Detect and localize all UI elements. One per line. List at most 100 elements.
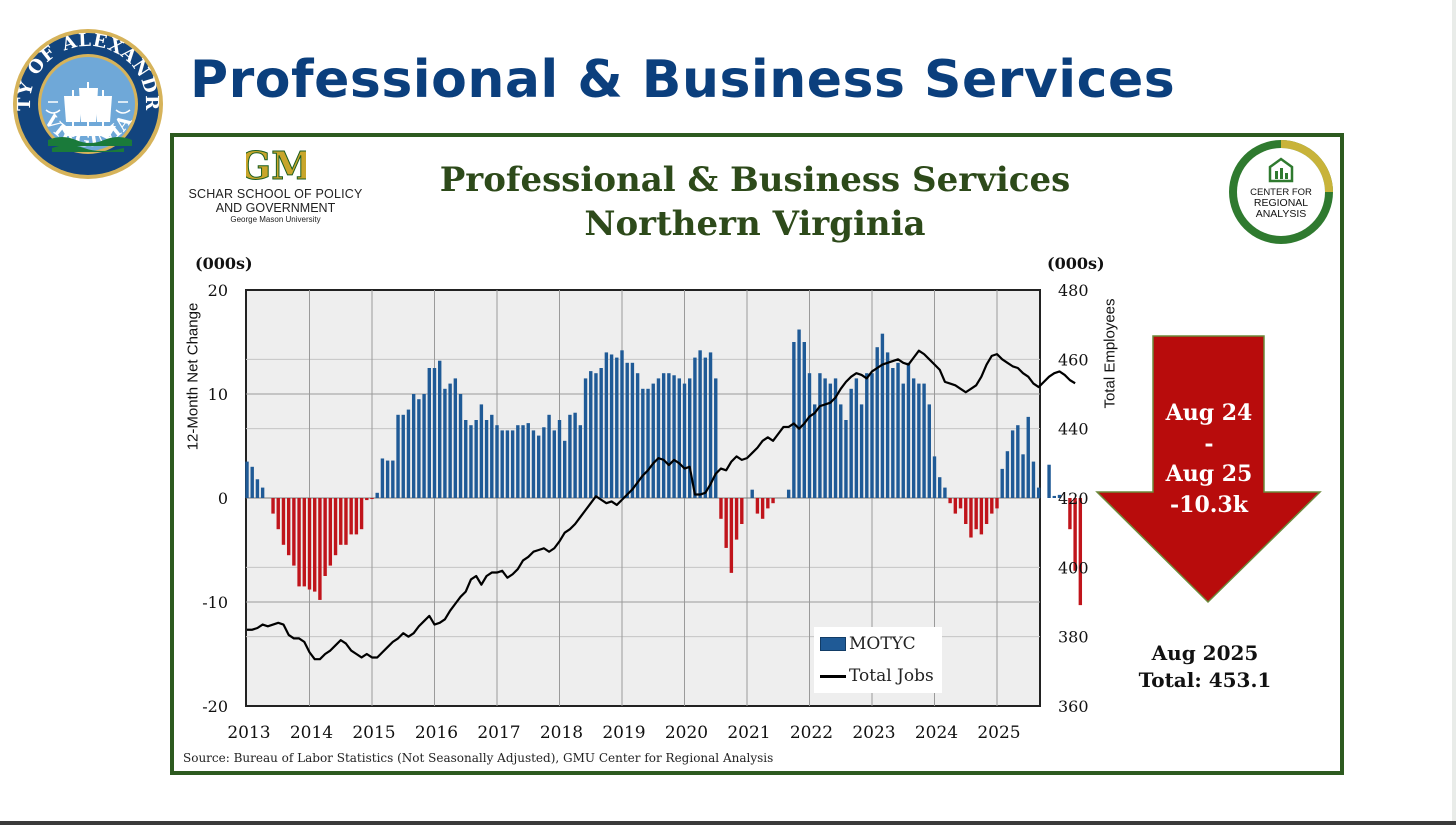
chart-legend: MOTYC Total Jobs xyxy=(814,627,942,693)
motyc-bar xyxy=(557,420,562,498)
motyc-bar xyxy=(292,498,296,566)
legend-label-motyc: MOTYC xyxy=(849,634,916,654)
motyc-bar xyxy=(354,498,359,535)
motyc-bar xyxy=(854,378,859,498)
motyc-bar xyxy=(724,498,728,548)
source-note: Source: Bureau of Labor Statistics (Not … xyxy=(183,751,774,765)
motyc-bar xyxy=(464,420,468,498)
left-tick-label: 20 xyxy=(208,281,228,300)
legend-item-total-jobs: Total Jobs xyxy=(820,664,934,688)
motyc-bar xyxy=(677,378,681,498)
motyc-bar xyxy=(281,498,286,545)
motyc-bar xyxy=(516,425,520,498)
motyc-bar xyxy=(755,498,760,514)
motyc-bar xyxy=(927,404,931,498)
chart-subtitle: Northern Virginia xyxy=(584,204,926,244)
motyc-bar xyxy=(901,383,905,498)
motyc-bar xyxy=(953,498,958,514)
motyc-bar xyxy=(458,394,463,498)
motyc-bar xyxy=(594,373,598,498)
motyc-bar xyxy=(891,368,895,498)
motyc-bar xyxy=(786,489,791,498)
motyc-bar xyxy=(984,498,989,524)
motyc-bar xyxy=(969,498,973,538)
motyc-bar xyxy=(682,383,687,498)
motyc-bar xyxy=(302,498,306,587)
summary-date: Aug 2025 xyxy=(1151,641,1259,665)
legend-item-motyc: MOTYC xyxy=(820,632,916,656)
motyc-bar xyxy=(802,342,806,498)
motyc-bar xyxy=(250,466,254,498)
motyc-bar xyxy=(813,404,817,498)
motyc-bar xyxy=(844,420,848,498)
total-jobs-line xyxy=(247,349,1076,661)
motyc-bar xyxy=(979,498,984,535)
motyc-bar xyxy=(448,383,452,498)
left-tick-label: -20 xyxy=(202,697,228,716)
motyc-bar xyxy=(271,498,275,514)
motyc-bar xyxy=(995,498,999,509)
motyc-bar xyxy=(536,435,541,498)
motyc-bar xyxy=(1057,494,1062,498)
motyc-bar xyxy=(818,373,822,498)
motyc-bar xyxy=(938,477,942,498)
motyc-bar xyxy=(885,352,890,498)
motyc-bar xyxy=(964,498,968,524)
motyc-bar xyxy=(688,378,692,498)
motyc-bar xyxy=(552,430,556,498)
motyc-bar xyxy=(729,498,734,573)
motyc-bar xyxy=(1031,461,1036,498)
motyc-bar xyxy=(547,414,551,498)
motyc-bar xyxy=(807,373,812,498)
legend-line-swatch xyxy=(820,674,846,678)
motyc-bar xyxy=(958,498,963,509)
schar-line1: SCHAR SCHOOL OF POLICY xyxy=(188,187,363,201)
motyc-bar xyxy=(943,487,947,498)
motyc-bar xyxy=(505,430,510,498)
motyc-bar xyxy=(703,357,708,498)
motyc-bar xyxy=(396,414,400,498)
motyc-bar xyxy=(1026,416,1030,498)
motyc-bar xyxy=(875,347,879,498)
x-tick-label: 2022 xyxy=(790,723,833,743)
motyc-bar xyxy=(641,388,645,498)
svg-text:CENTER FOR: CENTER FOR xyxy=(1250,187,1312,198)
motyc-bar xyxy=(474,420,478,498)
motyc-bar xyxy=(734,498,739,540)
x-tick-label: 2021 xyxy=(727,723,770,743)
left-axis-unit: (000s) xyxy=(195,254,253,273)
motyc-bar xyxy=(422,394,426,498)
x-tick-label: 2013 xyxy=(227,723,270,743)
motyc-bar xyxy=(865,373,869,498)
motyc-bar xyxy=(792,342,796,498)
x-tick-label: 2018 xyxy=(540,723,583,743)
motyc-bar xyxy=(1047,464,1051,498)
motyc-bar xyxy=(443,388,447,498)
x-tick-label: 2017 xyxy=(477,723,520,743)
motyc-bar xyxy=(922,383,926,498)
chart-title-line1: Professional & Business Services xyxy=(439,160,1071,200)
motyc-bar xyxy=(453,378,458,498)
x-tick-label: 2016 xyxy=(415,723,458,743)
motyc-bar xyxy=(313,498,317,592)
motyc-bar xyxy=(578,425,583,498)
callout-line2: - xyxy=(1204,430,1214,457)
right-tick-label: 360 xyxy=(1058,697,1089,716)
motyc-bar xyxy=(510,430,515,498)
motyc-bar xyxy=(870,373,874,498)
motyc-bar xyxy=(375,492,379,498)
motyc-bar xyxy=(880,333,885,498)
motyc-bar xyxy=(1010,430,1015,498)
motyc-bar xyxy=(833,378,838,498)
x-tick-label: 2014 xyxy=(290,723,333,743)
motyc-bar xyxy=(708,352,713,498)
total-summary: Aug 2025 Total: 453.1 xyxy=(1120,640,1290,694)
motyc-bar xyxy=(667,373,671,498)
motyc-bar xyxy=(714,378,718,498)
motyc-bar xyxy=(411,394,416,498)
city-seal-logo: CITY OF ALEXANDRIA VIRGINIA xyxy=(12,28,163,179)
motyc-bar xyxy=(589,371,593,498)
legend-bar-swatch xyxy=(820,637,846,651)
motyc-bar xyxy=(260,487,265,498)
svg-text:REGIONAL: REGIONAL xyxy=(1254,197,1308,209)
